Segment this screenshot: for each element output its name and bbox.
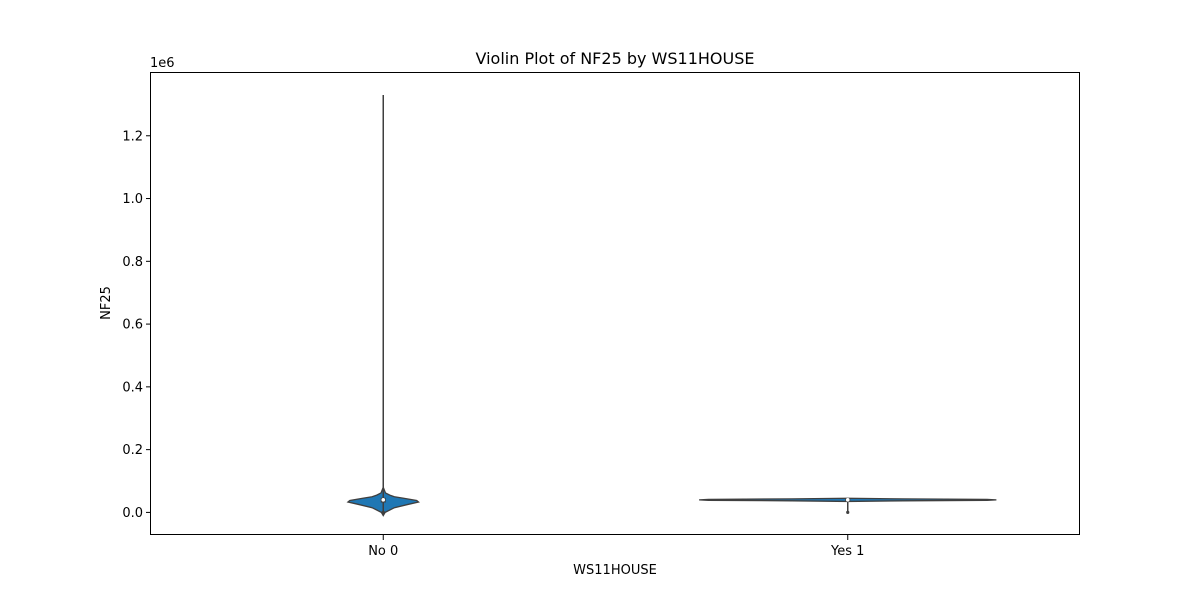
y-tick-label: 0.0 (122, 506, 143, 521)
y-tick-label: 0.8 (122, 255, 143, 270)
x-tick-label: Yes 1 (830, 544, 864, 559)
y-tick-label: 0.4 (122, 380, 143, 395)
violin-median-point (845, 498, 850, 502)
y-tick-label: 1.0 (122, 192, 143, 207)
y-tick-label: 0.2 (122, 443, 143, 458)
plot-area-frame (150, 72, 1080, 535)
violin-2 (699, 497, 997, 515)
y-axis: 0.0 0.2 0.4 0.6 0.8 1.0 1.2 (122, 129, 151, 521)
y-axis-multiplier: 1e6 (150, 56, 175, 71)
chart-title: Violin Plot of NF25 by WS11HOUSE (476, 49, 755, 68)
violin-1 (346, 94, 420, 517)
violin-min-point (381, 510, 385, 515)
x-tick-label: No 0 (368, 544, 398, 559)
x-axis: No 0 Yes 1 (368, 535, 864, 559)
y-tick-label: 1.2 (122, 129, 143, 144)
x-axis-label: WS11HOUSE (573, 563, 657, 578)
violin-min-point (846, 510, 850, 515)
y-tick-label: 0.6 (122, 318, 143, 333)
violins-layer (346, 94, 997, 517)
y-axis-label: NF25 (99, 286, 114, 320)
violin-median-point (381, 498, 386, 502)
